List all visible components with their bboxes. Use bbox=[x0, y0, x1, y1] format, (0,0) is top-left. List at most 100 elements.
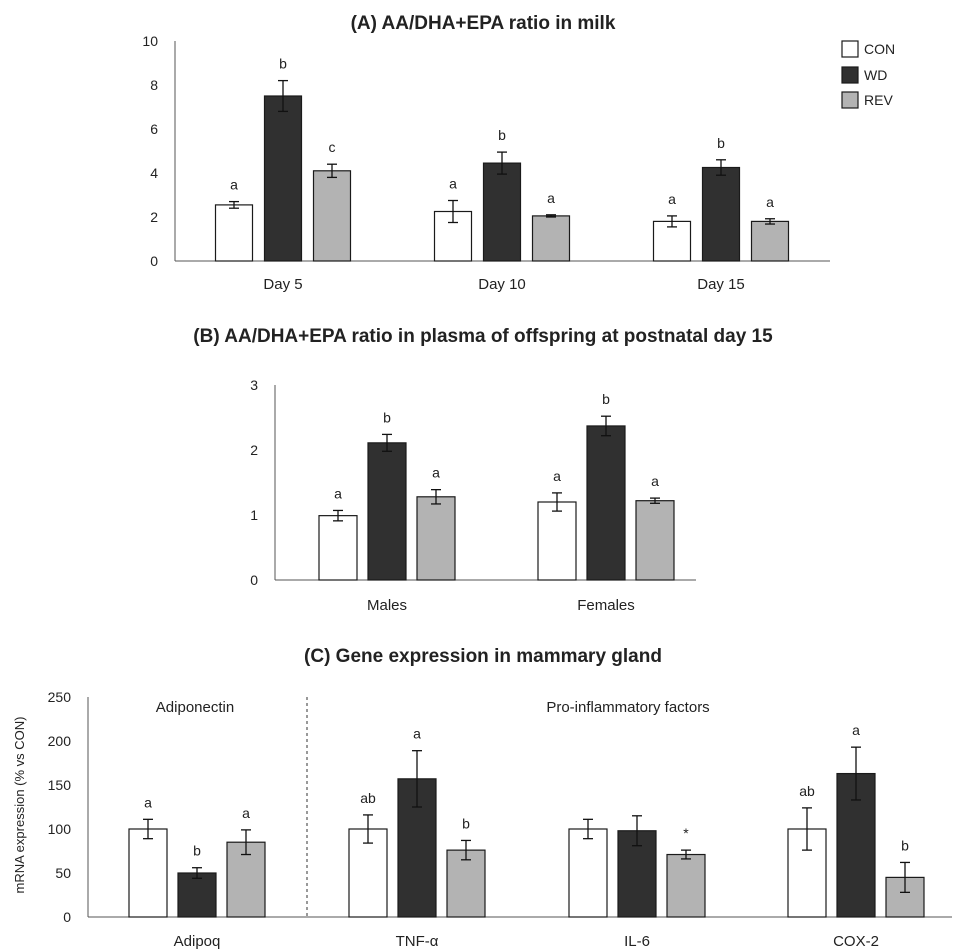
panel-c-significance-label-con-cox-2: ab bbox=[799, 783, 815, 799]
panel-c-significance-label-rev-cox-2: b bbox=[901, 837, 909, 853]
panel-a-y-tick-label: 2 bbox=[150, 209, 158, 225]
legend: CON WD REV bbox=[841, 40, 895, 109]
panel-a-significance-label-rev-day-10: a bbox=[547, 190, 555, 206]
panel-a-error-bar-rev-day-10 bbox=[546, 214, 556, 218]
panel-b-error-bar-rev-males bbox=[431, 488, 441, 505]
panel-c-significance-label-wd-tnf: a bbox=[413, 726, 421, 742]
panel-b-significance-label-wd-females: b bbox=[602, 391, 610, 407]
panel-c-error-bar-wd-adipoq bbox=[192, 867, 202, 879]
panel-c-bar-con-adipoq bbox=[128, 828, 168, 918]
legend-label-con: CON bbox=[864, 41, 895, 57]
panel-c-y-tick-label: 0 bbox=[63, 909, 71, 925]
panel-c-bar-rev-il-6 bbox=[666, 853, 706, 918]
panel-b-error-bar-con-males bbox=[333, 509, 343, 522]
panel-c-error-bar-con-il-6 bbox=[583, 818, 593, 840]
panel-b-chart: (B) AA/DHA+EPA ratio in plasma of offspr… bbox=[193, 326, 773, 614]
panel-b-x-tick-label-males: Males bbox=[367, 597, 407, 614]
panel-c-error-bar-con-cox-2 bbox=[802, 807, 812, 851]
panel-a-bar-wd-day-15 bbox=[701, 166, 741, 262]
legend-swatch-con bbox=[841, 40, 859, 58]
panel-c-significance-label-wd-cox-2: a bbox=[852, 722, 860, 738]
panel-c-y-tick-label: 200 bbox=[48, 733, 72, 749]
panel-c-bar-wd-il-6 bbox=[617, 830, 657, 918]
panel-c-significance-label-rev-tnf: b bbox=[462, 815, 470, 831]
panel-a-chart: (A) AA/DHA+EPA ratio in milk 0 2 4 6 8 10 Day … bbox=[142, 13, 830, 293]
panel-a-x-tick-label-day-15: Day 15 bbox=[697, 276, 745, 293]
panel-a-bar-rev-day-10 bbox=[531, 215, 571, 262]
panel-c-significance-label-rev-adipoq: a bbox=[242, 805, 250, 821]
panel-a-significance-label-con-day-15: a bbox=[668, 191, 676, 207]
panel-b-bar-con-males bbox=[318, 515, 358, 581]
panel-c-error-bar-wd-il-6 bbox=[632, 815, 642, 847]
panel-c-bar-wd-adipoq bbox=[177, 872, 217, 918]
panel-c-significance-label-wd-adipoq: b bbox=[193, 843, 201, 859]
panel-b-y-tick-label: 1 bbox=[250, 507, 258, 523]
panel-c-error-bar-con-tnf bbox=[363, 814, 373, 844]
panel-b-error-bar-wd-females bbox=[601, 415, 611, 437]
panel-c-error-bar-con-adipoq bbox=[143, 818, 153, 840]
legend-swatch-rev bbox=[841, 91, 859, 109]
panel-a-error-bar-wd-day-10 bbox=[497, 151, 507, 175]
panel-a-error-bar-rev-day-15 bbox=[765, 218, 775, 225]
panel-b-error-bar-con-females bbox=[552, 492, 562, 512]
panel-a-bar-con-day-15 bbox=[652, 220, 692, 262]
panel-b-bar-wd-males bbox=[367, 442, 407, 581]
panel-c-significance-label-con-tnf: ab bbox=[360, 790, 376, 806]
panel-c-error-bar-wd-cox-2 bbox=[851, 746, 861, 801]
panel-b-significance-label-wd-males: b bbox=[383, 409, 391, 425]
panel-a-x-tick-label-day-5: Day 5 bbox=[263, 276, 302, 293]
panel-a-bar-wd-day-5 bbox=[263, 95, 303, 262]
panel-c-chart: (C) Gene expression in mammary gland mRN… bbox=[12, 646, 952, 950]
panel-b-y-tick-label: 3 bbox=[250, 377, 258, 393]
panel-b-y-tick-label: 0 bbox=[250, 572, 258, 588]
panel-a-significance-label-con-day-10: a bbox=[449, 176, 457, 192]
panel-a-error-bar-wd-day-15 bbox=[716, 159, 726, 176]
panel-c-y-tick-label: 50 bbox=[55, 865, 71, 881]
panel-a-y-tick-label: 10 bbox=[142, 33, 158, 49]
panel-c-x-tick-label-il-6: IL-6 bbox=[624, 933, 650, 950]
panel-a-bar-wd-day-10 bbox=[482, 162, 522, 262]
panel-c-bar-con-il-6 bbox=[568, 828, 608, 918]
legend-label-rev: REV bbox=[864, 92, 893, 108]
group-label-adiponectin: Adiponectin bbox=[156, 699, 234, 716]
panel-c-error-bar-rev-adipoq bbox=[241, 829, 251, 856]
panel-c-title: (C) Gene expression in mammary gland bbox=[304, 646, 662, 667]
panel-a-significance-label-wd-day-5: b bbox=[279, 56, 287, 72]
panel-c-x-tick-label-cox-2: COX-2 bbox=[833, 933, 879, 950]
panel-a-y-tick-label: 4 bbox=[150, 165, 158, 181]
legend-label-wd: WD bbox=[864, 67, 887, 83]
panel-a-error-bar-con-day-10 bbox=[448, 199, 458, 224]
panel-b-bar-con-females bbox=[537, 501, 577, 581]
panel-a-bar-con-day-5 bbox=[214, 204, 254, 262]
panel-a-significance-label-wd-day-15: b bbox=[717, 135, 725, 151]
panel-c-significance-label-rev-il-6: * bbox=[683, 825, 689, 841]
panel-a-significance-label-rev-day-15: a bbox=[766, 194, 774, 210]
panel-b-bar-wd-females bbox=[586, 425, 626, 581]
panel-b-error-bar-wd-males bbox=[382, 433, 392, 452]
group-label-pro-inflammatory: Pro-inflammatory factors bbox=[546, 699, 709, 716]
panel-b-bar-rev-males bbox=[416, 496, 456, 581]
panel-c-y-tick-label: 100 bbox=[48, 821, 72, 837]
panel-c-bar-rev-tnf bbox=[446, 849, 486, 918]
panel-b-error-bar-rev-females bbox=[650, 497, 660, 504]
panel-a-error-bar-rev-day-5 bbox=[327, 163, 337, 179]
panel-a-plot: 0 2 4 6 8 10 Day 5 Day 10 Day 15 a a a b b b c a a bbox=[142, 33, 830, 293]
panel-c-x-tick-label-tnf: TNF-α bbox=[396, 933, 439, 950]
panel-a-x-tick-label-day-10: Day 10 bbox=[478, 276, 526, 293]
panel-b-plot: 0 1 2 3 Males Females a a b b a a bbox=[250, 377, 696, 614]
panel-c-y-tick-label: 150 bbox=[48, 777, 72, 793]
panel-a-title: (A) AA/DHA+EPA ratio in milk bbox=[351, 13, 616, 34]
panel-a-significance-label-wd-day-10: b bbox=[498, 127, 506, 143]
panel-b-title: (B) AA/DHA+EPA ratio in plasma of offspr… bbox=[193, 326, 773, 347]
panel-a-y-tick-label: 6 bbox=[150, 121, 158, 137]
panel-a-bar-rev-day-15 bbox=[750, 220, 790, 262]
panel-c-error-bar-rev-il-6 bbox=[681, 849, 691, 860]
panel-b-significance-label-con-males: a bbox=[334, 485, 342, 501]
panel-b-y-tick-label: 2 bbox=[250, 442, 258, 458]
panel-b-significance-label-rev-males: a bbox=[432, 465, 440, 481]
panel-a-error-bar-wd-day-5 bbox=[278, 79, 288, 113]
panel-c-bar-wd-cox-2 bbox=[836, 772, 876, 918]
panel-c-y-tick-label: 250 bbox=[48, 689, 72, 705]
